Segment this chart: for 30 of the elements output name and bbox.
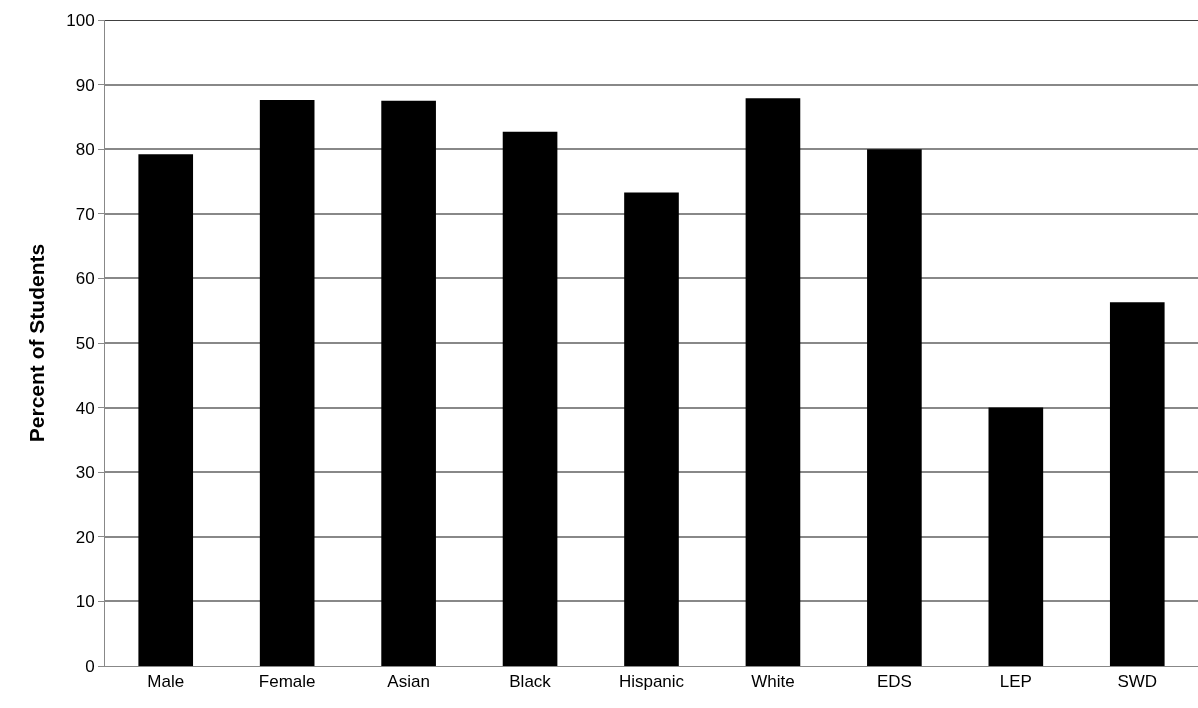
y-tick-label: 0 xyxy=(85,656,95,676)
bar xyxy=(988,407,1044,666)
y-tick-label: 10 xyxy=(75,592,95,612)
x-tick-label: Asian xyxy=(387,672,430,692)
y-axis-title: Percent of Students xyxy=(25,243,49,443)
x-tick-label: Black xyxy=(509,672,552,692)
x-tick-label: EDS xyxy=(876,672,912,692)
bar xyxy=(381,100,436,666)
y-tick-label: 50 xyxy=(75,333,95,353)
x-tick-label: Female xyxy=(258,672,316,692)
y-tick-label: 60 xyxy=(75,269,95,289)
bar xyxy=(624,192,679,666)
y-tick-label: 80 xyxy=(75,140,95,160)
y-tick-label: 100 xyxy=(66,10,95,30)
bar xyxy=(1109,302,1165,666)
x-tick-label: Hispanic xyxy=(618,672,685,692)
bar xyxy=(867,149,922,666)
x-tick-label: SWD xyxy=(1117,672,1158,692)
bar xyxy=(502,131,558,666)
x-tick-label: Male xyxy=(147,672,185,692)
y-tick-label: 90 xyxy=(75,75,95,95)
y-tick-label: 70 xyxy=(75,204,95,224)
x-tick-label: White xyxy=(751,672,795,692)
y-tick-label: 30 xyxy=(75,463,95,483)
y-tick-label: 20 xyxy=(75,527,95,547)
bar xyxy=(259,100,315,666)
bar xyxy=(138,154,194,666)
bar xyxy=(745,98,801,666)
x-tick-label: LEP xyxy=(999,672,1032,692)
y-tick-label: 40 xyxy=(75,398,95,418)
